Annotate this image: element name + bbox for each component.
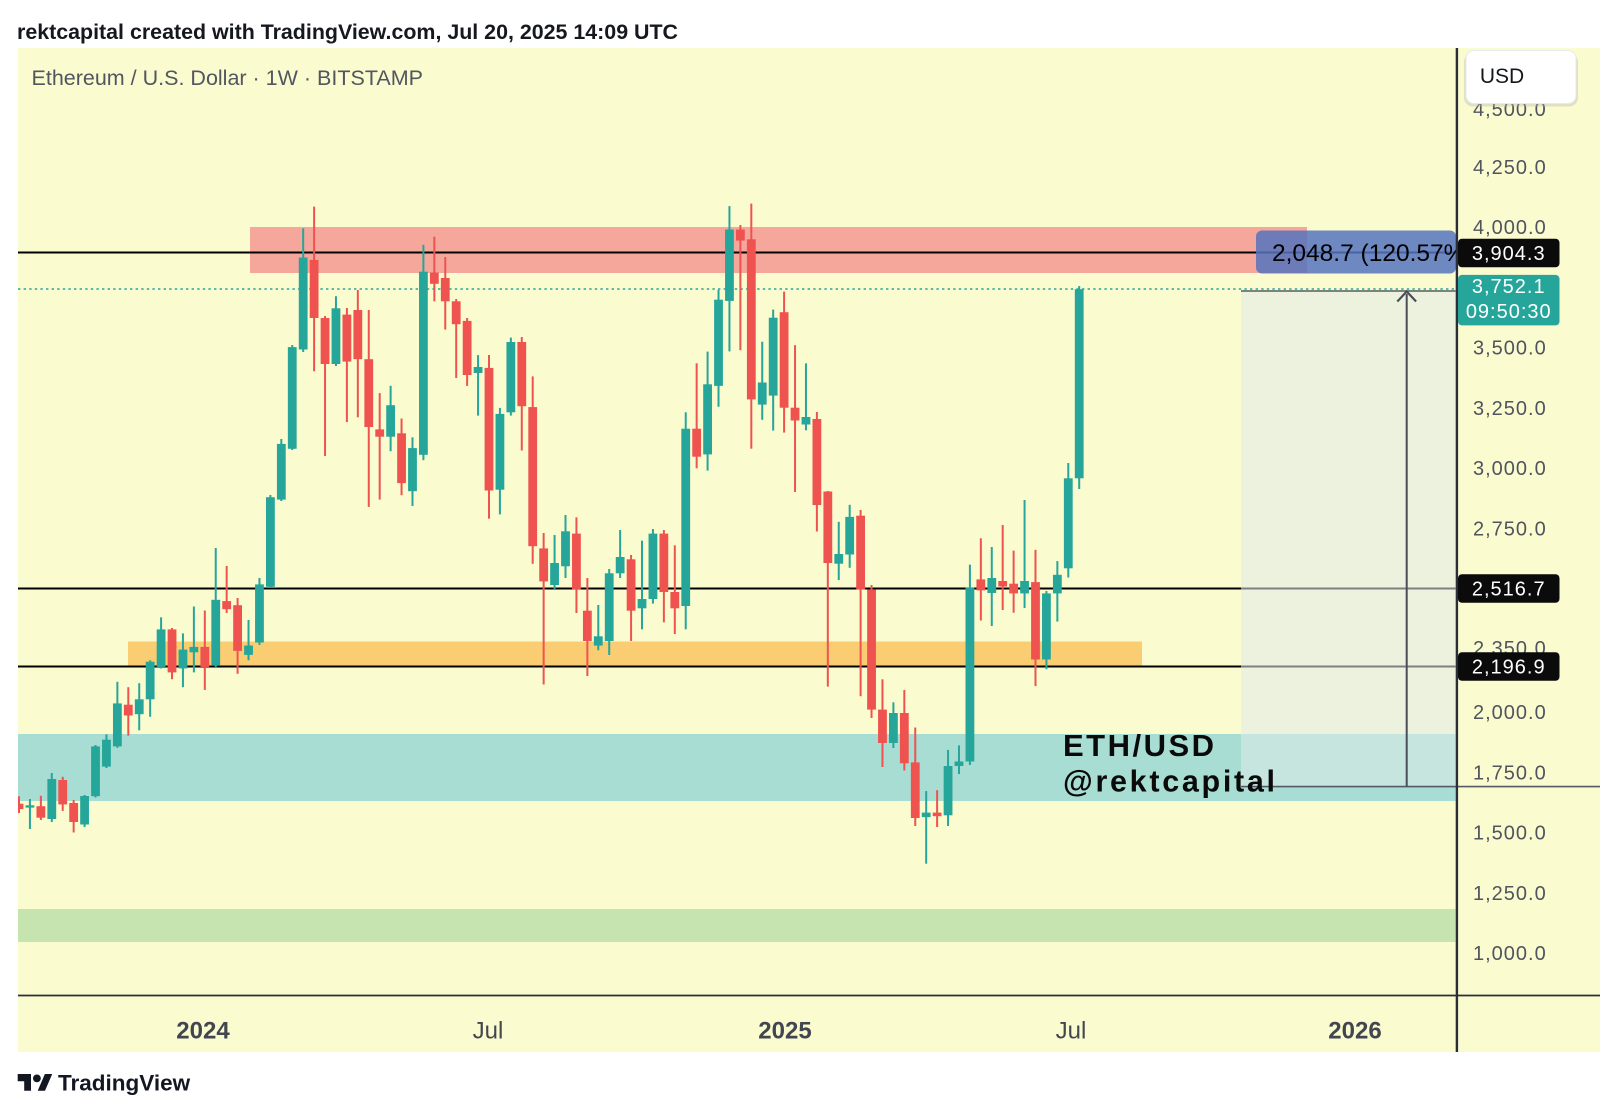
svg-text:TradingView: TradingView <box>58 1071 191 1096</box>
svg-text:3,752.1: 3,752.1 <box>1472 276 1546 298</box>
svg-text:2025: 2025 <box>758 1018 811 1045</box>
svg-text:Ethereum / U.S. Dollar · 1W ·: Ethereum / U.S. Dollar · 1W · BITSTAMP <box>32 66 423 90</box>
svg-text:USD: USD <box>1480 65 1524 88</box>
svg-text:2,516.7: 2,516.7 <box>1472 579 1546 601</box>
svg-text:2026: 2026 <box>1328 1018 1381 1045</box>
svg-text:2024: 2024 <box>176 1018 230 1045</box>
svg-text:3,500.0: 3,500.0 <box>1473 338 1547 360</box>
svg-text:2,048.7 (120.57%: 2,048.7 (120.57% <box>1272 240 1465 267</box>
svg-text:1,000.0: 1,000.0 <box>1473 943 1547 965</box>
svg-text:3,250.0: 3,250.0 <box>1473 398 1547 420</box>
svg-text:Jul: Jul <box>1056 1018 1087 1045</box>
svg-text:rektcapital created with Tradi: rektcapital created with TradingView.com… <box>17 20 678 44</box>
svg-text:3,000.0: 3,000.0 <box>1473 458 1547 480</box>
svg-text:4,250.0: 4,250.0 <box>1473 157 1547 179</box>
svg-text:2,000.0: 2,000.0 <box>1473 702 1547 724</box>
svg-text:@rektcapital: @rektcapital <box>1063 765 1278 799</box>
svg-text:2,196.9: 2,196.9 <box>1472 657 1546 679</box>
svg-text:4,000.0: 4,000.0 <box>1473 217 1547 239</box>
svg-text:3,904.3: 3,904.3 <box>1472 243 1546 265</box>
svg-text:09:50:30: 09:50:30 <box>1466 301 1552 323</box>
svg-text:1,250.0: 1,250.0 <box>1473 883 1547 905</box>
svg-text:ETH/USD: ETH/USD <box>1063 728 1217 763</box>
svg-text:4,500.0: 4,500.0 <box>1473 99 1547 121</box>
svg-text:2,750.0: 2,750.0 <box>1473 519 1547 541</box>
svg-text:1,750.0: 1,750.0 <box>1473 762 1547 784</box>
svg-text:Jul: Jul <box>473 1018 504 1045</box>
svg-text:1,500.0: 1,500.0 <box>1473 823 1547 845</box>
